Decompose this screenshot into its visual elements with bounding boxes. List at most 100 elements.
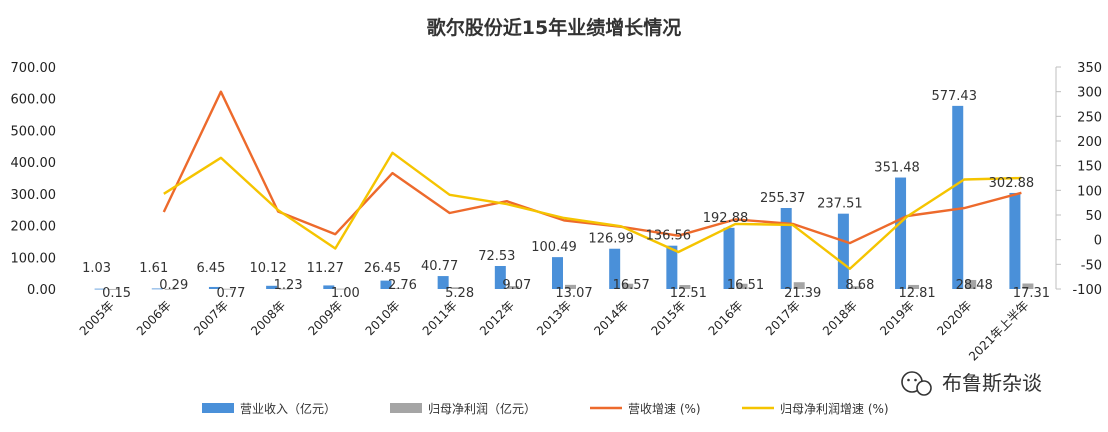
category-label: 2010年 [363,298,403,338]
revenue-bar [895,177,907,289]
right-tick-label: 350 [1077,61,1102,76]
legend-swatch [202,403,234,413]
category-label: 2005年 [77,298,117,338]
net-profit-bar [850,286,862,289]
revenue-bar [723,227,735,289]
net-profit-data-label: 12.81 [898,286,935,301]
category-labels: 2005年 2006年 2007年 2008年 2009年 2010年 2011年 2012年… [77,298,1032,363]
category-label: 2016年 [706,298,746,338]
category-label: 2011年 [420,298,460,338]
revenue-bar [380,280,392,289]
category-label: 2020年 [934,298,974,338]
left-tick-label: 400.00 [11,156,57,171]
revenue-bar [151,288,163,290]
right-axis: -100 -50 0 50 100 150 200 250 300 350 [1055,61,1102,298]
data-labels: 1.03 0.15 1.61 0.29 6.45 0.77 10.12 1.23 11.27 1.… [82,89,1050,301]
right-tick-label: 0 [1094,234,1102,249]
left-tick-label: 200.00 [11,220,57,235]
revenue-data-label: 351.48 [874,161,920,176]
net-profit-data-label: 28.48 [956,278,993,293]
net-profit-bar [164,288,176,290]
revenue-bar [837,213,849,289]
net-profit-bar [965,279,977,289]
revenue-bar [208,286,220,289]
net-profit-bar [393,288,405,289]
net-profit-data-label: 16.51 [727,278,764,293]
net-profit-bar [507,286,519,289]
category-label: 2013年 [534,298,574,338]
revenue-data-label: 40.77 [421,259,458,274]
revenue-data-label: 255.37 [760,191,806,206]
left-tick-label: 300.00 [11,188,57,203]
revenue-data-label: 136.56 [646,229,692,244]
bars [94,105,1034,290]
category-label: 2018年 [820,298,860,338]
revenue-data-label: 6.45 [196,261,225,276]
revenue-bar [1009,192,1021,289]
net-profit-data-label: 2.76 [388,278,417,293]
revenue-bar [94,288,106,290]
left-tick-label: 600.00 [11,93,57,108]
right-tick-label: -50 [1081,258,1102,273]
category-label: 2012年 [477,298,517,338]
legend: 营业收入（亿元） 归母净利润（亿元） 营收增速 (%) 归母净利润增速 (%) [202,401,889,416]
net-profit-bar [221,288,233,290]
revenue-data-label: 72.53 [478,249,515,264]
revenue-bar [952,105,964,290]
net-profit-data-label: 13.07 [555,286,592,301]
category-label: 2007年 [191,298,231,338]
right-tick-label: 250 [1077,110,1102,125]
left-tick-label: 100.00 [11,251,57,266]
legend-label: 营收增速 (%) [628,402,701,416]
revenue-data-label: 26.45 [364,261,401,276]
net-profit-bar [450,287,462,289]
right-tick-label: 100 [1077,184,1102,199]
legend-swatch [390,403,422,413]
net-profit-bar [622,283,634,289]
category-label: 2006年 [134,298,174,338]
net-profit-data-label: 1.23 [274,278,303,293]
revenue-bar [666,245,678,289]
net-profit-data-label: 21.39 [784,286,821,301]
right-tick-label: 50 [1085,209,1102,224]
revenue-bar [552,257,563,289]
net-profit-bar [279,288,291,290]
revenue-bar [266,285,278,289]
net-profit-bar [793,282,805,289]
wechat-icon [901,371,932,396]
net-profit-data-label: 0.15 [102,286,131,301]
net-profit-bar [565,284,576,289]
net-profit-data-label: 16.57 [613,278,650,293]
right-tick-label: -100 [1072,283,1102,298]
revenue-data-label: 302.88 [989,176,1035,191]
right-tick-label: 200 [1077,135,1102,150]
net-profit-data-label: 17.31 [1013,286,1050,301]
chart-title: 歌尔股份近15年业绩增长情况 [427,16,681,39]
net-profit-data-label: 1.00 [331,286,360,301]
right-tick-label: 300 [1077,86,1102,101]
revenue-data-label: 1.61 [139,261,168,276]
left-tick-label: 700.00 [11,61,57,76]
revenue-data-label: 126.99 [588,232,634,247]
category-label: 2019年 [877,298,917,338]
net-profit-growth-line [163,151,1022,270]
revenue-data-label: 11.27 [307,261,344,276]
category-label: 2021年上半年 [966,298,1031,363]
net-profit-data-label: 9.07 [502,278,531,293]
left-tick-label: 500.00 [11,124,57,139]
net-profit-data-label: 0.77 [216,286,245,301]
watermark-text: 布鲁斯杂谈 [942,371,1042,395]
revenue-bar [494,265,506,289]
revenue-bar [437,276,449,289]
revenue-bar [323,285,335,289]
net-profit-bar [679,285,691,289]
net-profit-bar [1022,283,1034,289]
net-profit-bar [336,288,348,290]
net-profit-bar [908,284,920,289]
category-label: 2008年 [248,298,288,338]
revenue-data-label: 577.43 [931,89,977,104]
revenue-bar [780,208,792,289]
category-label: 2017年 [763,298,803,338]
net-profit-data-label: 0.29 [159,278,188,293]
